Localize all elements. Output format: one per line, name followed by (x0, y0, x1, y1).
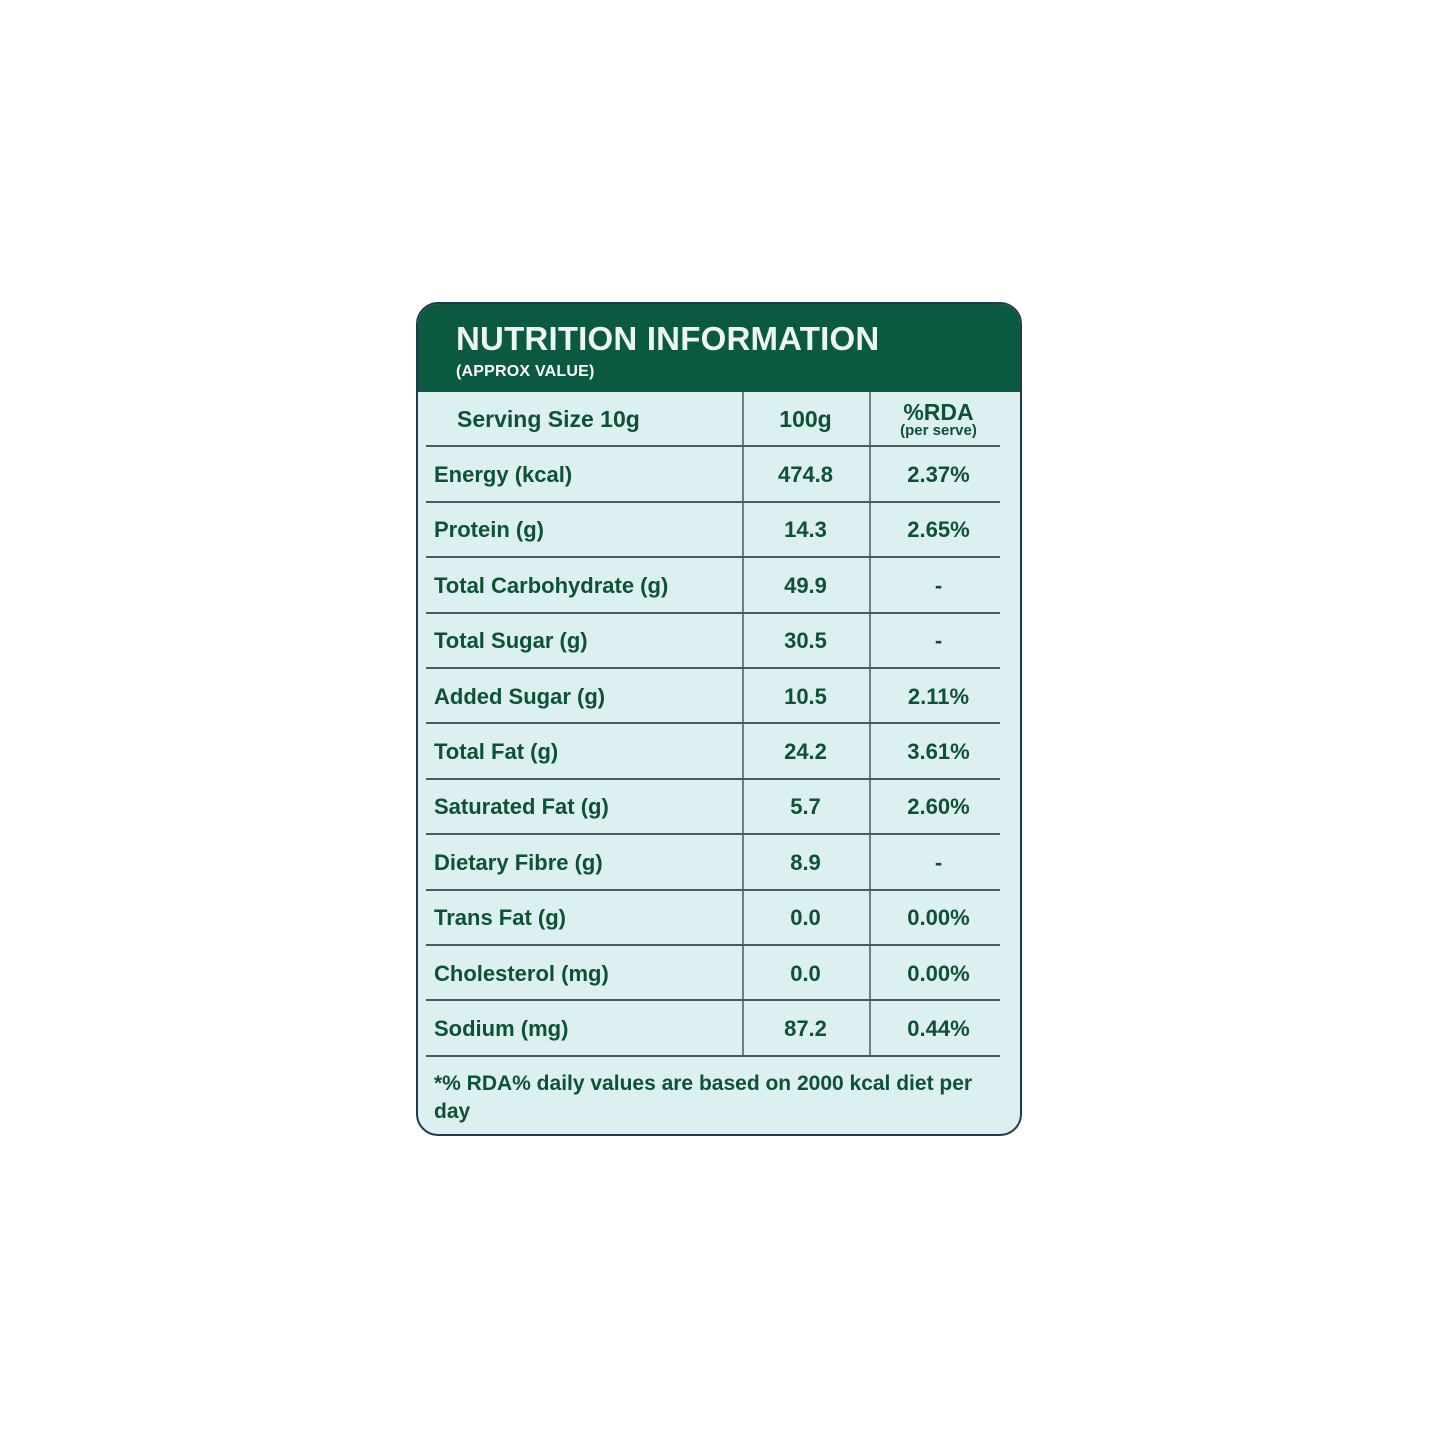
table-body: Energy (kcal) 474.8 2.37% Protein (g) 14.3 2.… (418, 447, 1020, 1058)
nutrient-rda-percent: - (934, 572, 943, 598)
nutrition-table: Serving Size 10g 100g %RDA (per serve) E… (418, 392, 1020, 1058)
nutrient-rda-percent: 3.61% (907, 739, 970, 765)
nutrient-label: Trans Fat (g) (434, 905, 567, 931)
nutrient-rda-percent: - (934, 628, 943, 654)
column-divider-right (869, 392, 871, 1057)
nutrition-information-card: NUTRITION INFORMATION (APPROX VALUE) Ser… (416, 302, 1022, 1136)
nutrient-rda-percent: 2.65% (907, 517, 970, 543)
table-row: Total Fat (g) 24.2 3.61% (418, 724, 1020, 781)
nutrient-rda-percent: 2.11% (907, 683, 970, 709)
nutrient-amount-per-100g: 14.3 (784, 517, 827, 543)
column-divider-left (742, 392, 744, 1057)
nutrient-rda-percent: 0.44% (907, 1015, 970, 1041)
table-row: Dietary Fibre (g) 8.9 - (418, 835, 1020, 891)
nutrient-label: Sodium (mg) (434, 1015, 569, 1041)
nutrient-amount-per-100g: 5.7 (790, 794, 821, 820)
table-row: Saturated Fat (g) 5.7 2.60% (418, 780, 1020, 836)
nutrient-rda-percent: 0.00% (907, 960, 970, 986)
nutrient-amount-per-100g: 474.8 (777, 462, 834, 488)
table-row: Total Sugar (g) 30.5 - (418, 614, 1020, 670)
nutrient-label: Energy (kcal) (434, 462, 573, 488)
column-header-rda-main: %RDA (903, 399, 974, 426)
nutrient-rda-percent: 2.60% (907, 794, 970, 820)
column-header-serving-size: Serving Size 10g (457, 406, 640, 433)
nutrient-amount-per-100g: 49.9 (784, 572, 827, 598)
table-row: Trans Fat (g) 0.0 0.00% (418, 891, 1020, 947)
nutrient-label: Protein (g) (434, 517, 544, 543)
table-row: Protein (g) 14.3 2.65% (418, 503, 1020, 559)
page-title: NUTRITION INFORMATION (456, 320, 880, 357)
nutrient-label: Total Carbohydrate (g) (434, 572, 669, 598)
table-header-row: Serving Size 10g 100g %RDA (per serve) (418, 392, 1020, 448)
column-header-rda: %RDA (per serve) (869, 399, 1020, 440)
nutrient-rda-percent: - (934, 849, 943, 875)
column-header-rda-sub: (per serve) (900, 422, 977, 440)
table-row: Total Carbohydrate (g) 49.9 - (418, 558, 1020, 614)
column-header-amount: 100g (779, 406, 832, 433)
nutrient-rda-percent: 2.37% (907, 462, 970, 488)
nutrient-amount-per-100g: 8.9 (790, 849, 821, 875)
card-subtitle: (APPROX VALUE) (456, 362, 595, 380)
nutrient-label: Saturated Fat (g) (434, 794, 609, 820)
nutrient-label: Added Sugar (g) (434, 683, 606, 709)
table-row: Energy (kcal) 474.8 2.37% (418, 447, 1020, 504)
nutrient-label: Total Sugar (g) (434, 628, 588, 654)
table-row: Sodium (mg) 87.2 0.44% (418, 1001, 1020, 1058)
nutrient-label: Total Fat (g) (434, 739, 559, 765)
table-row: Added Sugar (g) 10.5 2.11% (418, 669, 1020, 725)
nutrient-amount-per-100g: 87.2 (784, 1015, 827, 1041)
nutrient-rda-percent: 0.00% (907, 905, 970, 931)
nutrient-amount-per-100g: 0.0 (790, 905, 821, 931)
nutrient-label: Cholesterol (mg) (434, 960, 609, 986)
table-row: Cholesterol (mg) 0.0 0.00% (418, 946, 1020, 1002)
nutrient-amount-per-100g: 10.5 (784, 683, 827, 709)
nutrient-amount-per-100g: 24.2 (784, 739, 827, 765)
nutrient-amount-per-100g: 30.5 (784, 628, 827, 654)
nutrient-amount-per-100g: 0.0 (790, 960, 821, 986)
nutrient-label: Dietary Fibre (g) (434, 849, 603, 875)
rda-footnote: *% RDA% daily values are based on 2000 k… (434, 1071, 973, 1123)
card-header: NUTRITION INFORMATION (APPROX VALUE) (418, 304, 1020, 392)
